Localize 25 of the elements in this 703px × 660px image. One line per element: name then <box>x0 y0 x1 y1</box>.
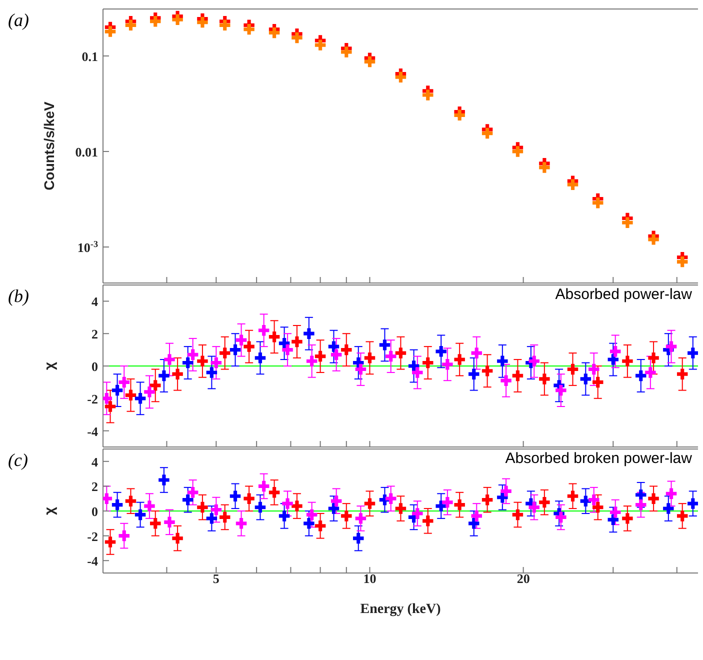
y-tick-label: -2 <box>87 528 98 544</box>
y-tick-label: 0 <box>92 504 98 519</box>
y-tick-label: -4 <box>87 424 98 439</box>
y-tick-label: 4 <box>92 454 98 470</box>
text: (b) <box>8 286 29 307</box>
x-tick-label: 10 <box>363 571 376 586</box>
y-axis-title: χ <box>40 362 57 370</box>
annotation: Absorbed broken power-law <box>505 450 692 467</box>
y-tick-label: -2 <box>87 391 98 406</box>
y-tick-label: 2 <box>92 326 98 342</box>
y-tick-label: 0.01 <box>75 144 98 160</box>
x-axis-title: Energy (keV) <box>360 602 442 617</box>
y-tick-label: 0 <box>92 359 98 374</box>
text: (c) <box>8 450 28 471</box>
y-tick-label: 4 <box>92 294 98 310</box>
annotation: Absorbed power-law <box>555 286 692 303</box>
x-tick-label: 5 <box>212 571 220 586</box>
y-axis-title: χ <box>40 506 57 516</box>
y-tick-label: 2 <box>92 479 98 494</box>
y-axis-title: Counts/s/keV <box>40 101 57 190</box>
y-tick-label: -4 <box>87 554 98 569</box>
y-tick-label: 10$^{-3}$ <box>77 239 98 256</box>
x-tick-label: 20 <box>516 571 530 586</box>
y-tick-label: 0.1 <box>82 48 98 64</box>
text: (a) <box>8 10 29 31</box>
